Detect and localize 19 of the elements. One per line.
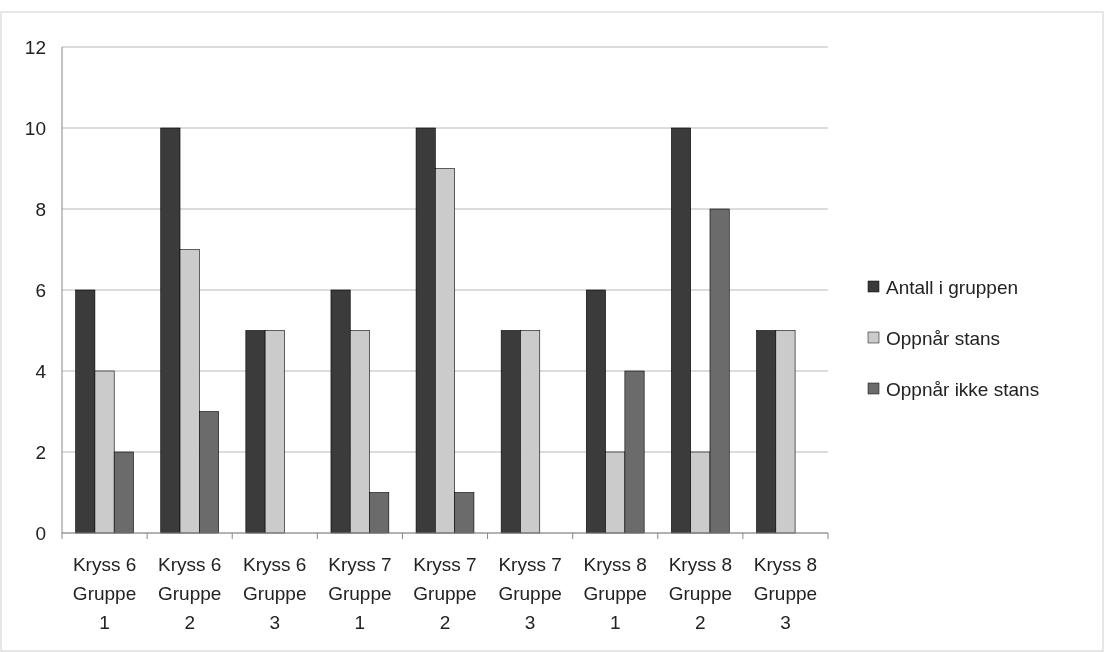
y-tick-label: 12 [24,36,46,58]
y-tick-label: 4 [35,360,47,382]
y-tick-label: 0 [35,522,46,544]
x-tick-label: Kryss 6 Gruppe 1 [72,554,137,633]
x-tick-label: Kryss 6 Gruppe 3 [243,554,307,633]
x-tick-label: Kryss 7 Gruppe 3 [498,554,562,633]
x-tick-label: Kryss 8 Gruppe 1 [583,554,647,633]
legend-label: Antall i gruppen [886,276,1019,298]
x-tick-label: Kryss 8 Gruppe 2 [668,554,733,633]
y-tick-label: 10 [24,117,46,139]
y-tick-label: 6 [35,279,46,301]
x-tick-label: Kryss 7 Gruppe 2 [413,554,477,633]
y-tick-label: 8 [35,198,46,220]
legend-label: Oppnår ikke stans [886,378,1040,400]
legend-label: Oppnår stans [886,327,1001,349]
x-tick-label: Kryss 7 Gruppe 1 [328,554,392,633]
x-tick-label: Kryss 6 Gruppe 2 [157,554,222,633]
x-tick-label: Kryss 8 Gruppe 3 [753,554,818,633]
y-tick-label: 2 [35,441,46,463]
